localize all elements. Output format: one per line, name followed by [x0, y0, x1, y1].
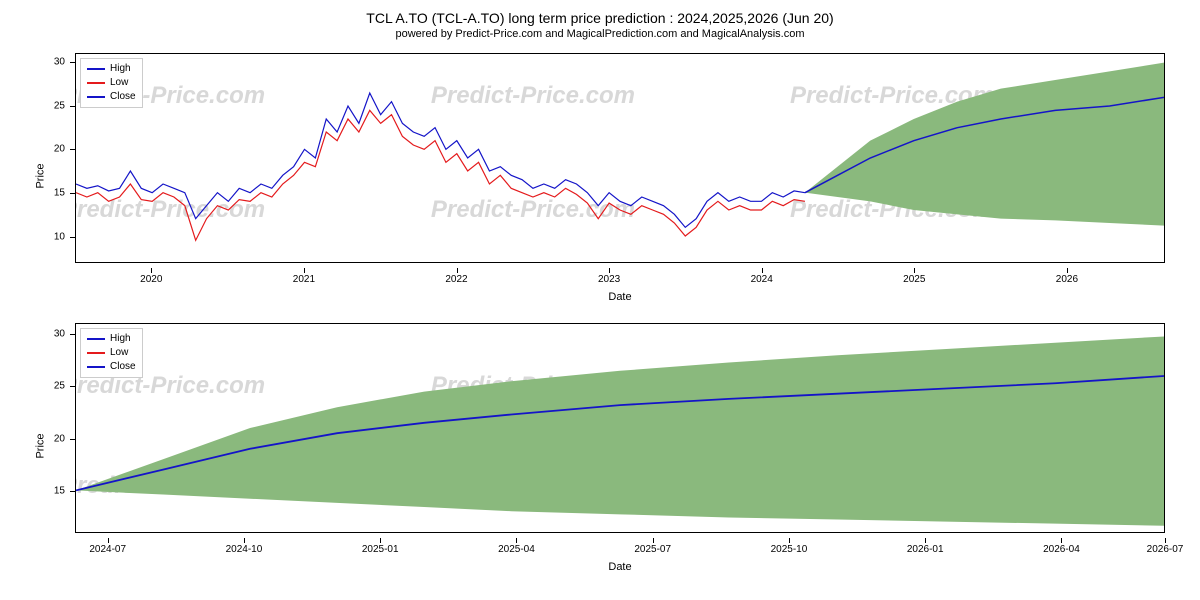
x-tick-label: 2025 [903, 274, 925, 285]
y-axis-top: 10 15 20 25 30 [20, 53, 70, 263]
legend-swatch-close [87, 96, 105, 98]
prediction-band [76, 336, 1164, 525]
x-tick-label: 2025-01 [362, 544, 399, 555]
x-tick-label: 2026-07 [1147, 544, 1184, 555]
x-axis-bottom: Date 2024-07 2024-10 2025-01 2025-04 2025-07… [75, 538, 1165, 573]
plot-area-top: High Low Close Predict-Price.comPredict-… [75, 53, 1165, 263]
legend-item-close-b: Close [87, 360, 136, 374]
legend-swatch-low [87, 82, 105, 84]
x-tick-label: 2024 [751, 274, 773, 285]
y-tick-label: 25 [54, 100, 65, 111]
x-tick-label: 2023 [598, 274, 620, 285]
chart-top-container: Price 1015202530 High Low Close Predict-… [20, 48, 1180, 303]
x-tick-mark [457, 268, 458, 273]
legend-label-low: Low [110, 76, 128, 90]
legend-top: High Low Close [80, 58, 143, 108]
x-tick-mark [653, 538, 654, 543]
x-axis-label-bottom: Date [608, 561, 631, 573]
x-tick-label: 2021 [293, 274, 315, 285]
chart-bottom-container: Price 15202530 High Low Close Predict-Pr… [20, 318, 1180, 573]
legend-item-close: Close [87, 90, 136, 104]
x-tick-mark [925, 538, 926, 543]
title-block: TCL A.TO (TCL-A.TO) long term price pred… [20, 10, 1180, 40]
x-tick-label: 2025-04 [498, 544, 535, 555]
legend-label-close: Close [110, 90, 136, 104]
legend-item-high: High [87, 62, 136, 76]
y-tick-label: 20 [54, 144, 65, 155]
plot-svg [76, 54, 1164, 262]
legend-label-high-b: High [110, 332, 131, 346]
x-tick-mark [108, 538, 109, 543]
x-tick-label: 2020 [140, 274, 162, 285]
legend-bottom: High Low Close [80, 328, 143, 378]
legend-item-low: Low [87, 76, 136, 90]
historical-low-line [76, 110, 805, 240]
x-tick-label: 2024-07 [89, 544, 126, 555]
legend-item-high-b: High [87, 332, 136, 346]
x-tick-label: 2026-01 [907, 544, 944, 555]
y-tick-label: 25 [54, 381, 65, 392]
x-tick-mark [1061, 538, 1062, 543]
legend-swatch-close-b [87, 366, 105, 368]
legend-label-low-b: Low [110, 346, 128, 360]
x-tick-mark [609, 268, 610, 273]
legend-item-low-b: Low [87, 346, 136, 360]
x-tick-mark [762, 268, 763, 273]
x-tick-mark [244, 538, 245, 543]
x-tick-mark [914, 268, 915, 273]
x-tick-label: 2025-10 [771, 544, 808, 555]
x-axis-top: Date 2020 2021 2022 2023 2024 2025 2026 [75, 268, 1165, 303]
x-tick-mark [789, 538, 790, 543]
prediction-band [805, 63, 1164, 226]
chart-title: TCL A.TO (TCL-A.TO) long term price pred… [20, 10, 1180, 26]
plot-area-bottom: High Low Close Predict-Price.comPredict-… [75, 323, 1165, 533]
x-tick-mark [151, 268, 152, 273]
x-tick-label: 2026 [1056, 274, 1078, 285]
x-tick-mark [1165, 538, 1166, 543]
legend-swatch-high-b [87, 338, 105, 340]
y-axis-bottom: 15 20 25 30 [20, 323, 70, 533]
x-tick-label: 2024-10 [226, 544, 263, 555]
x-tick-label: 2022 [445, 274, 467, 285]
y-tick-label: 30 [54, 328, 65, 339]
x-tick-mark [1067, 268, 1068, 273]
legend-swatch-low-b [87, 352, 105, 354]
x-tick-mark [304, 268, 305, 273]
y-tick-label: 15 [54, 486, 65, 497]
chart-subtitle: powered by Predict-Price.com and Magical… [20, 28, 1180, 40]
x-axis-label-top: Date [608, 291, 631, 303]
legend-label-high: High [110, 62, 131, 76]
x-tick-label: 2025-07 [634, 544, 671, 555]
y-tick-label: 30 [54, 56, 65, 67]
x-tick-mark [380, 538, 381, 543]
y-tick-label: 10 [54, 231, 65, 242]
plot-svg [76, 324, 1164, 532]
legend-swatch-high [87, 68, 105, 70]
y-tick-label: 20 [54, 433, 65, 444]
y-tick-label: 15 [54, 187, 65, 198]
x-tick-label: 2026-04 [1043, 544, 1080, 555]
legend-label-close-b: Close [110, 360, 136, 374]
x-tick-mark [516, 538, 517, 543]
